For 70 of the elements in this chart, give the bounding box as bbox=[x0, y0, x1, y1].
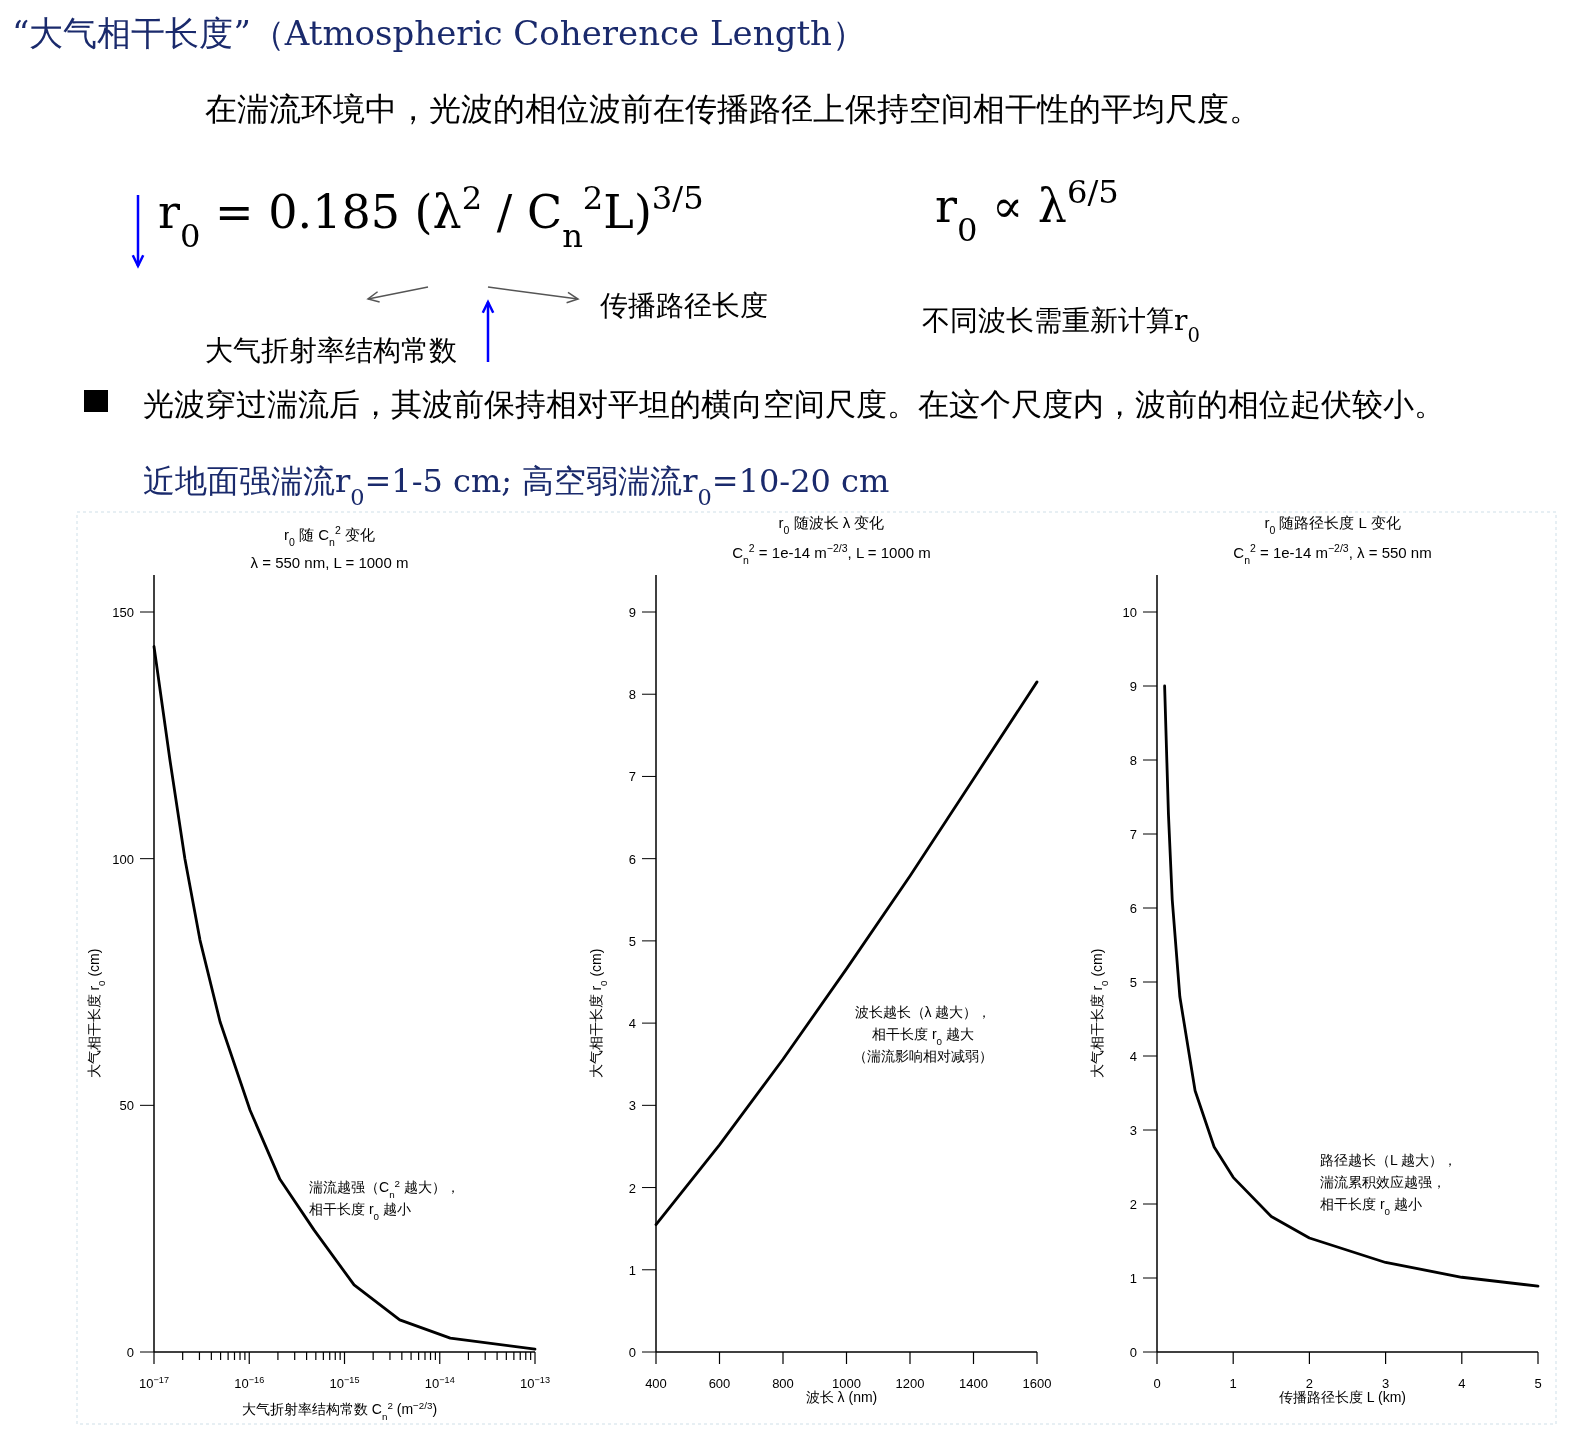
y-tick-label: 10 bbox=[1122, 605, 1137, 620]
y-tick-label: 9 bbox=[1129, 679, 1137, 694]
text: 传播路径长度 bbox=[600, 289, 768, 322]
y-tick-label: 1 bbox=[628, 1262, 636, 1278]
chart-subtitle: λ = 550 nm, L = 1000 m bbox=[250, 554, 409, 571]
y-tick-label: 2 bbox=[1129, 1197, 1137, 1212]
y-tick-label: 150 bbox=[112, 605, 134, 620]
y-tick-label: 8 bbox=[1129, 753, 1137, 768]
x-tick-label: 800 bbox=[772, 1376, 794, 1391]
chart-subtitle: C$_{n}$$^{2}$ = 1e-14 m$^{−2/3}$, L = 1000 m bbox=[732, 542, 931, 566]
x-tick-label: 1000 bbox=[832, 1376, 861, 1391]
annotation: （湍流影响相对减弱） bbox=[853, 1048, 993, 1064]
x-tick-label: 10$^{−17}$ bbox=[139, 1375, 169, 1391]
x-tick-label: 600 bbox=[708, 1376, 731, 1391]
y-tick-label: 50 bbox=[119, 1098, 134, 1114]
text: 近地面强湍流r$_{0}$=1-5 cm; 高空弱湍流r$_{0}$=10-20 cm bbox=[143, 462, 890, 510]
x-tick-label: 10$^{−13}$ bbox=[520, 1375, 550, 1391]
line-series bbox=[1163, 684, 1540, 1288]
y-tick-label: 0 bbox=[628, 1345, 636, 1360]
y-tick-label: 4 bbox=[628, 1016, 636, 1032]
x-tick-label: 0 bbox=[1153, 1376, 1161, 1391]
text: 大气折射率结构常数 bbox=[205, 334, 457, 367]
y-tick-label: 2 bbox=[628, 1180, 636, 1196]
chart-subtitle: C$_{n}$$^{2}$ = 1e-14 m$^{−2/3}$, λ = 550 nm bbox=[1233, 542, 1432, 566]
annotation: 湍流累积效应越强， bbox=[1320, 1174, 1446, 1190]
x-tick-label: 10$^{−15}$ bbox=[329, 1375, 360, 1391]
y-tick-label: 100 bbox=[112, 851, 134, 867]
y-tick-label: 6 bbox=[628, 851, 636, 867]
x-axis-title: 大气折射率结构常数 C$_{n}$$^{2}$ (m$^{−2/3}$) bbox=[241, 1399, 438, 1422]
annotation: 路径越长（L 越大）， bbox=[1320, 1152, 1458, 1168]
text: r$_{0}$ ∝ λ$^{6/5}$ bbox=[935, 173, 1119, 249]
annotation: 相干长度 r$_{0}$ 越小 bbox=[309, 1201, 411, 1222]
text: “大气相干长度”（Atmospheric Coherence Length） bbox=[12, 13, 866, 53]
y-tick-label: 5 bbox=[628, 933, 636, 949]
annotation: 相干长度 r$_{0}$ 越小 bbox=[1320, 1196, 1422, 1217]
x-tick-label: 400 bbox=[645, 1376, 667, 1391]
chart-title: r$_{0}$ 随路径长度 L 变化 bbox=[1264, 514, 1401, 536]
x-tick-label: 1600 bbox=[1022, 1376, 1052, 1391]
y-tick-label: 7 bbox=[628, 769, 636, 785]
y-tick-label: 7 bbox=[1129, 827, 1137, 842]
x-axis-title: 传播路径长度 L (km) bbox=[1278, 1389, 1407, 1405]
y-tick-label: 3 bbox=[1129, 1123, 1137, 1138]
text: 在湍流环境中，光波的相位波前在传播路径上保持空间相干性的平均尺度。 bbox=[205, 90, 1261, 128]
annotation: 波长越长（λ 越大）， bbox=[854, 1004, 992, 1020]
x-tick-label: 1200 bbox=[895, 1376, 925, 1391]
chart-title: r$_{0}$ 随波长 λ 变化 bbox=[778, 514, 885, 536]
text: r$_{0}$ = 0.185 (λ$^{2}$ / C$_{n}$$^{2}$L)$^{3/5}$ bbox=[158, 179, 704, 255]
y-tick-label: 0 bbox=[126, 1345, 134, 1360]
x-tick-label: 10$^{−14}$ bbox=[424, 1375, 455, 1391]
annotation: 相干长度 r$_{0}$ 越大 bbox=[872, 1026, 974, 1047]
y-tick-label: 6 bbox=[1129, 901, 1137, 916]
y-tick-label: 9 bbox=[628, 605, 636, 620]
y-tick-label: 3 bbox=[628, 1098, 636, 1114]
x-tick-label: 3 bbox=[1381, 1376, 1390, 1391]
text: 光波穿过湍流后，其波前保持相对平坦的横向空间尺度。在这个尺度内，波前的相位起伏较小。 bbox=[143, 386, 1445, 422]
y-tick-label: 4 bbox=[1129, 1049, 1137, 1064]
x-axis-title: 波长 λ (nm) bbox=[805, 1389, 878, 1405]
y-tick-label: 5 bbox=[1129, 975, 1137, 990]
y-tick-label: 8 bbox=[628, 687, 636, 703]
x-tick-label: 10$^{−16}$ bbox=[234, 1375, 265, 1391]
x-tick-label: 1400 bbox=[959, 1376, 988, 1391]
x-tick-label: 5 bbox=[1534, 1376, 1542, 1391]
y-tick-label: 0 bbox=[1129, 1345, 1137, 1360]
x-tick-label: 1 bbox=[1229, 1376, 1237, 1391]
x-tick-label: 4 bbox=[1458, 1376, 1466, 1391]
text: 不同波长需重新计算r$_{0}$ bbox=[922, 304, 1200, 347]
y-tick-label: 1 bbox=[1129, 1271, 1137, 1286]
chart-title: r$_{0}$ 随 C$_{n}$$^{2}$ 变化 bbox=[284, 524, 375, 548]
x-tick-label: 2 bbox=[1305, 1376, 1314, 1391]
annotation: 湍流越强（C$_{n}$$^{2}$ 越大）， bbox=[309, 1177, 460, 1200]
